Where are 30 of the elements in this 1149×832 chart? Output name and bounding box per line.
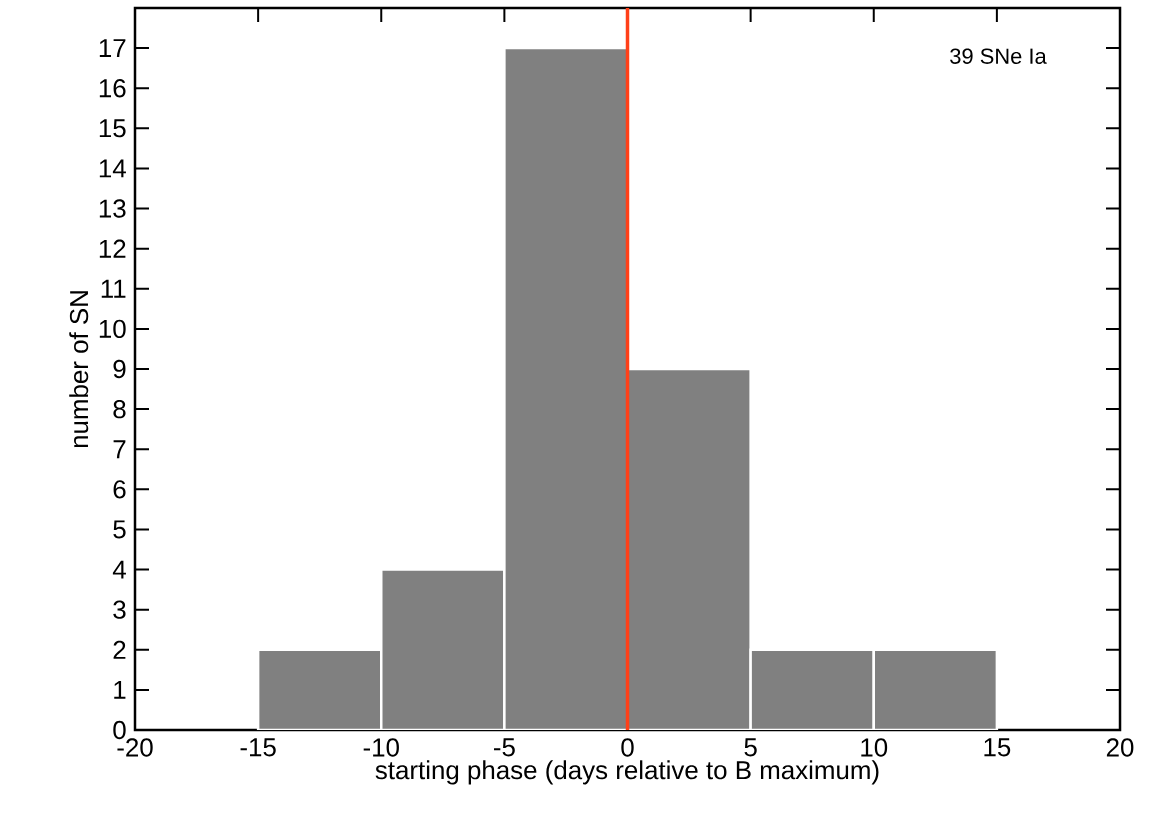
y-tick-label: 14 — [99, 159, 126, 178]
y-tick-label: 12 — [99, 239, 126, 258]
y-tick-label: 2 — [113, 640, 126, 659]
y-tick-label: 4 — [112, 560, 126, 579]
y-axis-title: number of SN — [69, 291, 89, 448]
x-tick-label: 10 — [861, 738, 888, 757]
x-tick-label: -5 — [494, 738, 515, 757]
x-tick-label: -10 — [363, 738, 399, 757]
x-axis-title: starting phase (days relative to B maximum) — [375, 760, 879, 785]
y-tick-label: 1 — [114, 680, 126, 699]
y-tick-label: 7 — [113, 440, 126, 459]
x-tick-label: -20 — [117, 738, 153, 757]
y-tick-label: 15 — [99, 119, 126, 138]
annotation: 39 SNe Ia — [950, 48, 1047, 64]
y-tick-label: 0 — [113, 720, 126, 740]
x-tick-label: 0 — [621, 738, 634, 757]
y-tick-label: 16 — [99, 79, 126, 98]
y-tick-label: 3 — [113, 600, 126, 619]
x-tick-label: 5 — [744, 738, 757, 757]
y-tick-label: 6 — [113, 480, 126, 499]
y-tick-label: 10 — [99, 319, 126, 339]
x-tick-label: 20 — [1106, 738, 1134, 757]
x-tick-label: 15 — [984, 738, 1011, 757]
y-tick-label: 9 — [113, 359, 126, 379]
y-tick-label: 8 — [113, 399, 126, 419]
x-tick-label: -15 — [240, 738, 276, 757]
y-tick-label: 11 — [101, 279, 126, 298]
y-tick-label: 5 — [113, 520, 126, 539]
y-tick-label: 13 — [99, 199, 126, 218]
y-tick-label: 17 — [99, 39, 126, 58]
